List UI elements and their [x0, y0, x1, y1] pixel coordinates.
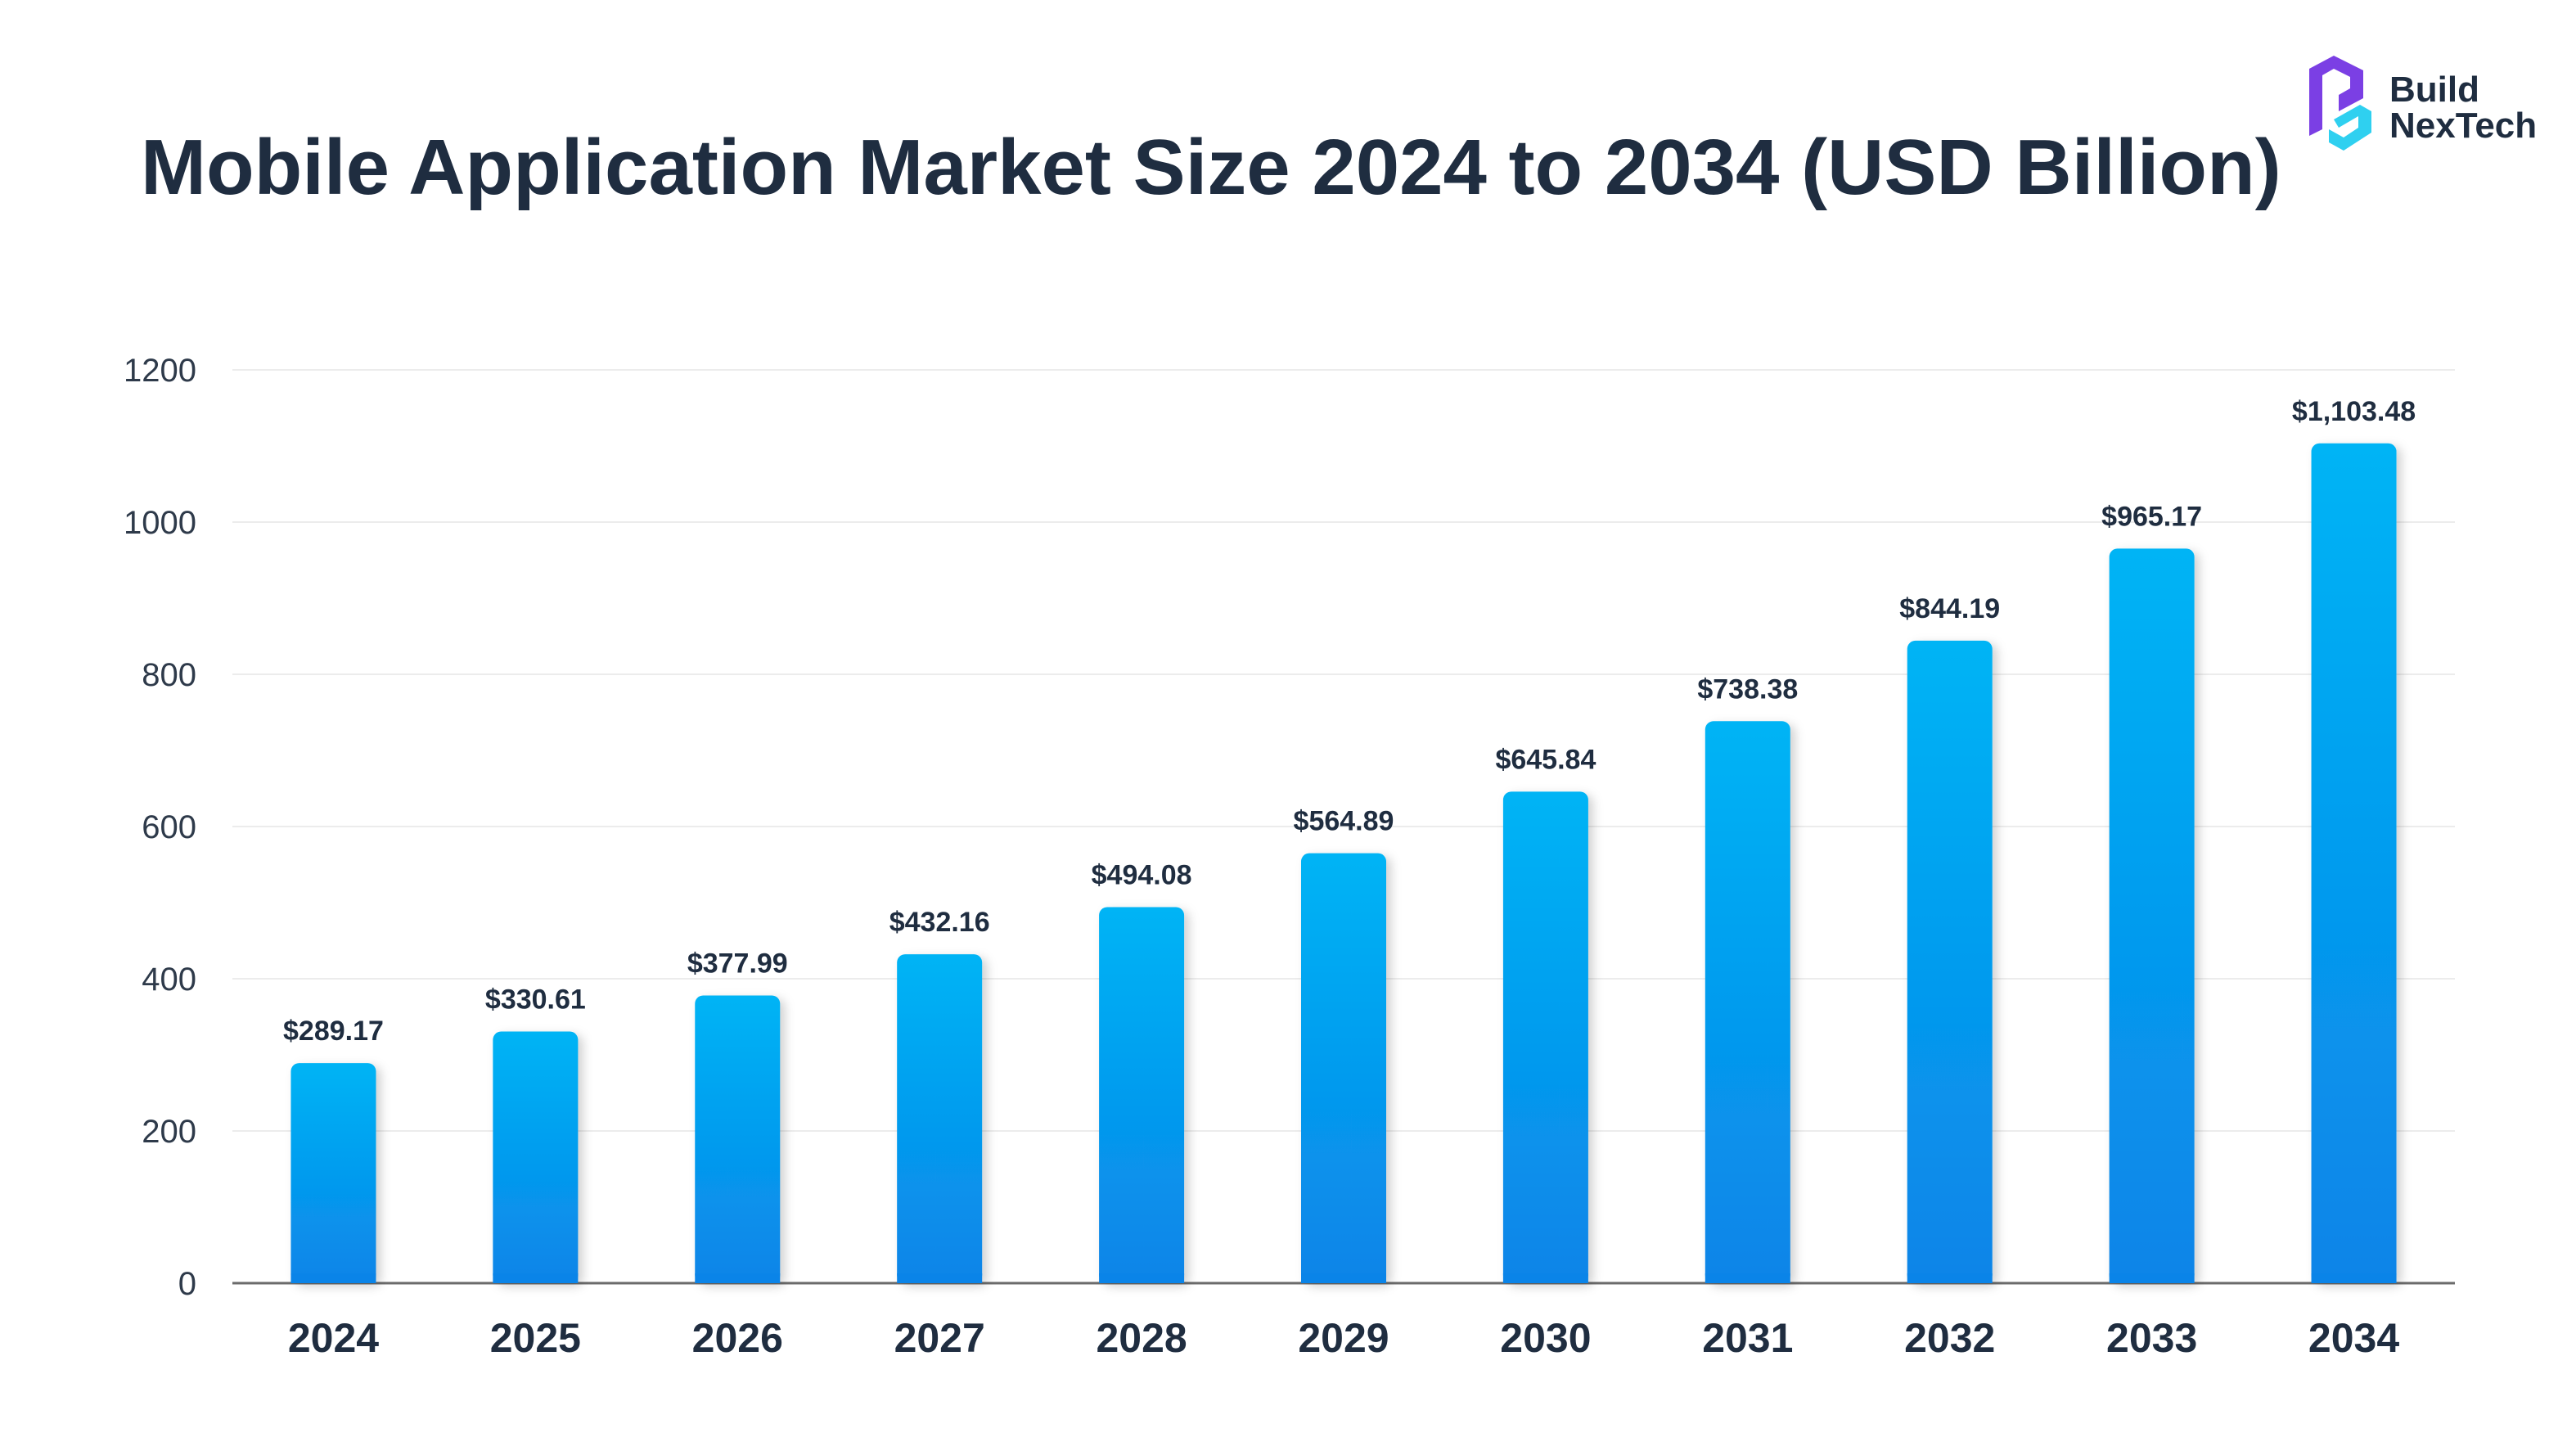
- bar-2030: [1502, 791, 1588, 1283]
- x-axis: 2024 2025 2026 2027 2028 2029 2030 2031 2032 2033…: [288, 1315, 2400, 1361]
- bar-base-2028: [1099, 1273, 1185, 1283]
- y-axis: 0 200 400 600 800 1000 1200: [124, 353, 196, 1302]
- x-tick-label-2028: 2028: [1096, 1315, 1187, 1361]
- bar-2033: [2109, 548, 2195, 1283]
- brand-name-line1: Build: [2389, 70, 2479, 110]
- y-tick-label: 800: [142, 657, 196, 693]
- brand-name-line2: NexTech: [2389, 106, 2538, 146]
- x-tick-label-2029: 2029: [1298, 1315, 1389, 1361]
- x-tick-label-2027: 2027: [894, 1315, 985, 1361]
- x-tick-label-2024: 2024: [288, 1315, 379, 1361]
- x-tick-label-2034: 2034: [2308, 1315, 2399, 1361]
- bar-base-2034: [2311, 1273, 2397, 1283]
- x-tick-label-2030: 2030: [1500, 1315, 1591, 1361]
- y-tick-label: 200: [142, 1114, 196, 1150]
- data-label-2030: $645.84: [1495, 744, 1596, 775]
- bar-2029: [1301, 853, 1386, 1283]
- bar-base-2024: [290, 1273, 376, 1283]
- brand-logo-icon: [2309, 56, 2371, 151]
- x-tick-label-2026: 2026: [692, 1315, 783, 1361]
- data-label-2034: $1,103.48: [2292, 396, 2416, 427]
- brand-logo-purple-shape: [2309, 56, 2363, 136]
- bars: [290, 443, 2397, 1283]
- bar-base-2033: [2109, 1273, 2195, 1283]
- x-tick-label-2033: 2033: [2106, 1315, 2197, 1361]
- data-label-2024: $289.17: [283, 1016, 384, 1047]
- brand-logo: Build NexTech: [2306, 54, 2551, 160]
- bar-2031: [1705, 721, 1790, 1283]
- bar-2027: [897, 954, 983, 1283]
- bar-base-2032: [1907, 1273, 1993, 1283]
- y-tick-label: 600: [142, 809, 196, 845]
- bar-base-2031: [1705, 1273, 1790, 1283]
- x-tick-label-2032: 2032: [1904, 1315, 1995, 1361]
- data-label-2029: $564.89: [1294, 806, 1394, 837]
- data-labels: $289.17 $330.61 $377.99 $432.16 $494.08 $564.…: [283, 396, 2416, 1047]
- data-label-2028: $494.08: [1092, 860, 1192, 891]
- bar-2028: [1099, 907, 1185, 1283]
- bar-base-2025: [493, 1273, 579, 1283]
- chart-title: Mobile Application Market Size 2024 to 2…: [141, 124, 2281, 211]
- bar-2032: [1907, 640, 1993, 1283]
- bar-2025: [493, 1031, 579, 1283]
- x-tick-label-2031: 2031: [1702, 1315, 1793, 1361]
- bar-base-2029: [1301, 1273, 1386, 1283]
- bar-base-2030: [1502, 1273, 1588, 1283]
- y-tick-label: 1200: [124, 353, 196, 389]
- bar-2026: [695, 995, 781, 1283]
- bar-base-2026: [695, 1273, 781, 1283]
- data-label-2032: $844.19: [1899, 593, 2000, 624]
- bar-2034: [2311, 443, 2397, 1283]
- bar-2024: [290, 1063, 376, 1283]
- data-label-2025: $330.61: [485, 984, 586, 1016]
- data-label-2031: $738.38: [1697, 673, 1798, 705]
- data-label-2027: $432.16: [889, 907, 990, 938]
- data-label-2026: $377.99: [687, 948, 788, 979]
- x-tick-label-2025: 2025: [490, 1315, 581, 1361]
- y-tick-label: 400: [142, 962, 196, 998]
- y-tick-label: 0: [178, 1266, 196, 1302]
- y-tick-label: 1000: [124, 505, 196, 541]
- data-label-2033: $965.17: [2101, 501, 2202, 532]
- brand-logo-cyan-shape: [2329, 105, 2371, 151]
- bar-base-2027: [897, 1273, 983, 1283]
